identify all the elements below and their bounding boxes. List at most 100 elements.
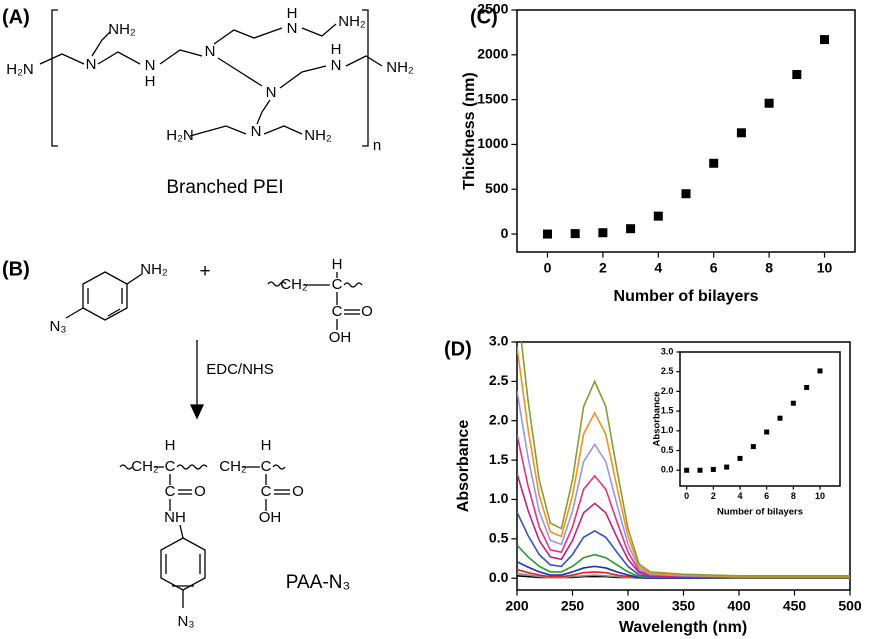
plot-frame [516,9,856,253]
y-axis-label: Absorbance [652,392,663,447]
y-tick-label: 500 [485,180,509,196]
atom: CH₂ [219,458,247,475]
atom: H [145,73,156,90]
marker [653,211,663,221]
atom: N [287,20,298,37]
marker [750,444,756,450]
y-axis-label: Thickness (nm) [461,72,478,189]
bond [91,31,111,57]
atom: N [205,43,216,60]
y-tick-label: 1500 [477,90,508,106]
x-tick-label: 350 [672,598,696,614]
marker [570,229,580,239]
y-tick-label: 1000 [477,135,508,151]
caption: Branched PEI [166,177,283,198]
marker [737,455,743,461]
x-tick-label: 2 [599,260,607,276]
y-tick-label: 0 [501,225,509,241]
y-tick-label: 0.5 [661,445,674,455]
x-tick-label: 300 [616,598,640,614]
chart-panel: 0 2 4 6 8 10 0 500 1000 1500 2000 2500(C) Number of … [461,1,856,305]
atom: N [251,123,262,140]
atom: NH₂ [386,59,414,76]
bond [263,125,303,135]
bracket [362,9,369,147]
y-tick-label: 2.5 [489,372,509,388]
bond [189,125,247,137]
atom: OH [259,509,282,526]
marker [598,228,608,238]
y-tick-label: 2500 [477,1,508,17]
inset-background [680,352,840,486]
atom: O [292,483,304,500]
x-tick-label: 4 [737,491,742,501]
chart-panel: 200 250 300 350 400 450 500 0.0 0.5 1.0 1.5 2.0 2.5 3… [444,333,862,637]
panel-label: (A) [2,6,30,28]
atom: N₃ [178,613,195,630]
atom: O [361,303,373,320]
marker [790,400,796,406]
marker [710,466,716,472]
x-tick-label: 10 [815,491,825,501]
atom: C [165,483,176,500]
atom: H [287,5,298,22]
marker [684,467,690,473]
bond [97,51,141,65]
atom: H [165,437,176,454]
y-tick-label: 0.5 [489,530,509,546]
x-tick-label: 8 [765,260,773,276]
atom: NH [164,509,186,526]
y-tick-label: 2.0 [661,386,674,396]
spectrum-line [520,342,850,577]
atom: C [332,276,343,293]
y-tick-label: 1.5 [489,451,509,467]
marker [697,467,703,473]
repeat-index: n [373,137,381,154]
atom: N [86,56,97,73]
y-tick-label: 2.5 [661,366,674,376]
atom: OH [329,329,352,346]
wavy-bond [272,464,286,470]
marker [681,189,691,199]
bond [65,307,84,319]
bond [159,49,203,65]
y-tick-label: 0.0 [661,465,674,475]
bond [107,308,121,317]
x-tick-label: 10 [817,260,833,276]
atom: H₂N [166,127,194,144]
x-tick-label: 6 [710,260,718,276]
atom: C [332,303,343,320]
wavy-bond [267,281,287,287]
atom: O [194,483,206,500]
bond [279,65,327,89]
bond [213,27,283,45]
atom: NH₂ [304,127,332,144]
reagent: EDC/NHS [206,361,274,378]
x-tick-label: 4 [654,260,662,276]
bond [301,23,337,37]
y-tick-label: 0.0 [489,569,509,585]
y-tick-label: 1.5 [661,405,674,415]
marker [817,368,823,374]
panel-b: (B) NH₂ N₃ + H CH₂ C C O OH EDC/NHS [2,256,373,630]
marker [792,70,802,80]
atom: NH₂ [338,13,366,30]
wavy-bond [343,282,363,288]
atom: C [261,458,272,475]
wavy-bond [119,464,133,470]
caption: PAA-N₃ [286,572,350,593]
atom: H [332,256,343,273]
x-axis-label: Number of bilayers [717,507,803,518]
x-axis-label: Wavelength (nm) [619,619,747,636]
y-tick-label: 1.0 [661,425,674,435]
atom: H [331,41,342,58]
panel-label: (D) [444,338,472,360]
atom: H [261,437,272,454]
atom: C [261,483,272,500]
marker [764,429,770,435]
atom: N [331,57,342,74]
atom: N [266,84,277,101]
x-tick-label: 0 [684,491,689,501]
plot-frame [679,351,841,487]
